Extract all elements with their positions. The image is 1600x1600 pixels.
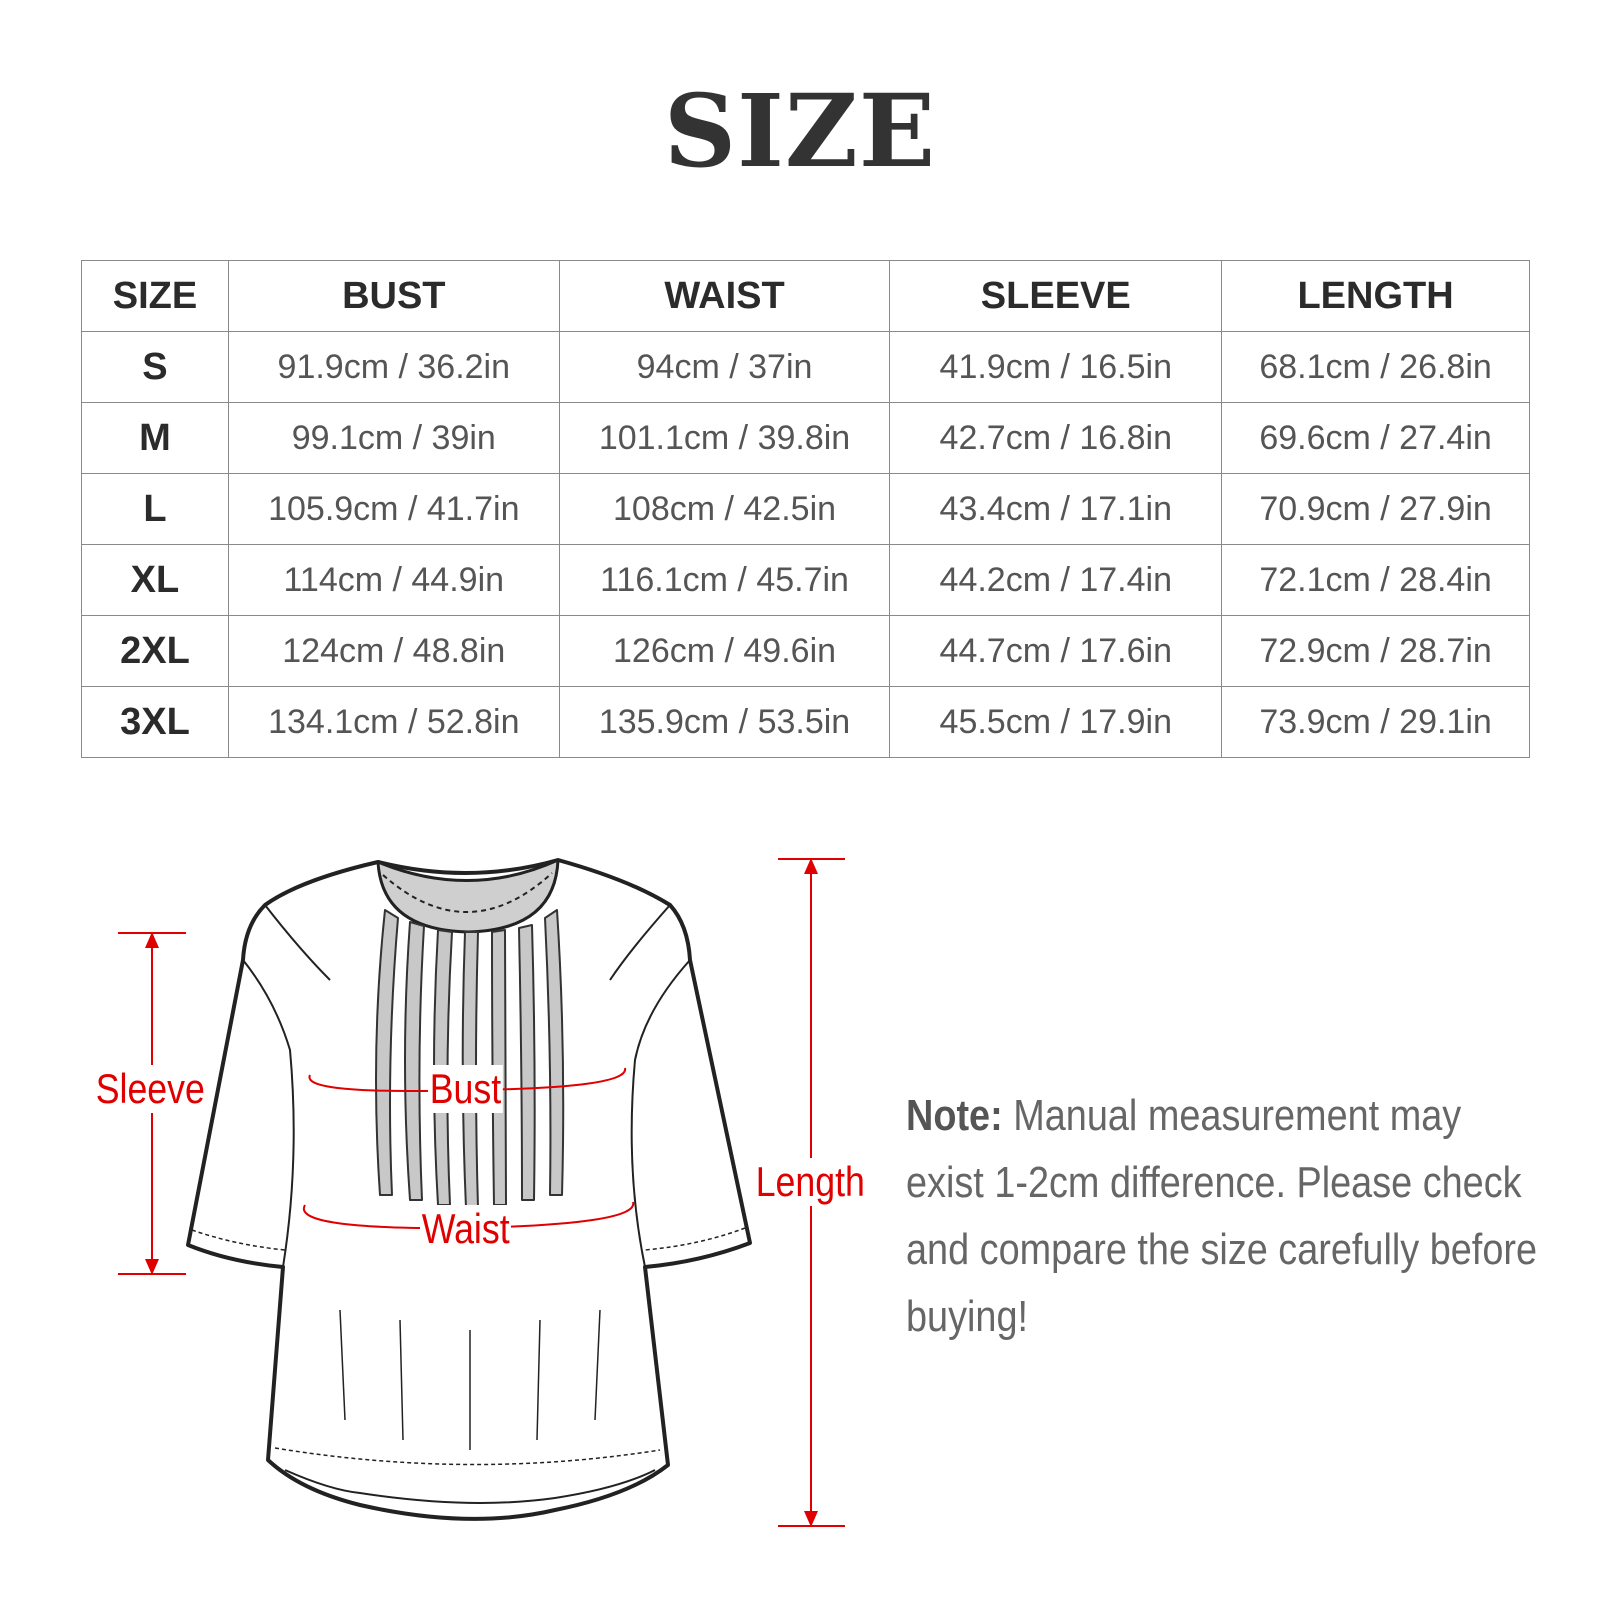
measurement-cell: 69.6cm / 27.4in [1221,402,1530,474]
measurement-cell: 114cm / 44.9in [227,544,560,616]
measurement-cell: 108cm / 42.5in [558,473,891,545]
sleeve-label: Sleeve [94,1065,207,1113]
measurement-cell: 68.1cm / 26.8in [1221,331,1530,403]
waist-label: Waist [420,1205,512,1253]
measurement-cell: 135.9cm / 53.5in [558,686,891,758]
measurement-cell: 41.9cm / 16.5in [889,331,1223,403]
measurement-cell: 42.7cm / 16.8in [889,402,1223,474]
table-row: 2XL 124cm / 48.8in 126cm / 49.6in 44.7cm / … [81,615,1530,687]
size-cell: XL [81,544,229,616]
measurement-cell: 72.1cm / 28.4in [1221,544,1530,616]
size-cell: L [81,473,229,545]
measurement-cell: 116.1cm / 45.7in [558,544,891,616]
measurement-cell: 72.9cm / 28.7in [1221,615,1530,687]
size-cell: S [81,331,229,403]
note-text: Manual measurement may exist 1-2cm diffe… [906,1091,1538,1341]
size-cell: M [81,402,229,474]
measurement-cell: 134.1cm / 52.8in [227,686,560,758]
arrow-heads [145,858,818,1527]
table-header-row: SIZE BUST WAIST SLEEVE LENGTH [81,260,1530,332]
bust-label: Bust [428,1065,503,1113]
measurement-cell: 45.5cm / 17.9in [889,686,1223,758]
page-title: SIZE [663,72,937,190]
size-table: SIZE BUST WAIST SLEEVE LENGTH S 91.9cm / … [81,260,1530,758]
table-row: M 99.1cm / 39in 101.1cm / 39.8in 42.7cm / 1… [81,402,1530,474]
measurement-cell: 126cm / 49.6in [558,615,891,687]
blouse-illustration [186,858,752,1521]
measurement-cell: 73.9cm / 29.1in [1221,686,1530,758]
measurement-cell: 99.1cm / 39in [227,402,560,474]
measurement-cell: 44.7cm / 17.6in [889,615,1223,687]
length-label: Length [754,1158,867,1206]
size-cell: 3XL [81,686,229,758]
header-waist: WAIST [558,260,891,332]
measurement-cell: 43.4cm / 17.1in [889,473,1223,545]
table-row: XL 114cm / 44.9in 116.1cm / 45.7in 44.2cm /… [81,544,1530,616]
measurement-note: Note: Manual measurement may exist 1-2cm… [906,1082,1542,1350]
note-label: Note: [906,1091,1003,1140]
table-row: 3XL 134.1cm / 52.8in 135.9cm / 53.5in 45.5c… [81,686,1530,758]
measurement-cell: 124cm / 48.8in [227,615,560,687]
measurement-cell: 70.9cm / 27.9in [1221,473,1530,545]
header-size: SIZE [81,260,229,332]
table-row: L 105.9cm / 41.7in 108cm / 42.5in 43.4cm / … [81,473,1530,545]
header-length: LENGTH [1221,260,1530,332]
header-sleeve: SLEEVE [889,260,1223,332]
measurement-cell: 94cm / 37in [558,331,891,403]
measurement-cell: 101.1cm / 39.8in [558,402,891,474]
table-row: S 91.9cm / 36.2in 94cm / 37in 41.9cm / 16.5… [81,331,1530,403]
measurement-cell: 91.9cm / 36.2in [227,331,560,403]
